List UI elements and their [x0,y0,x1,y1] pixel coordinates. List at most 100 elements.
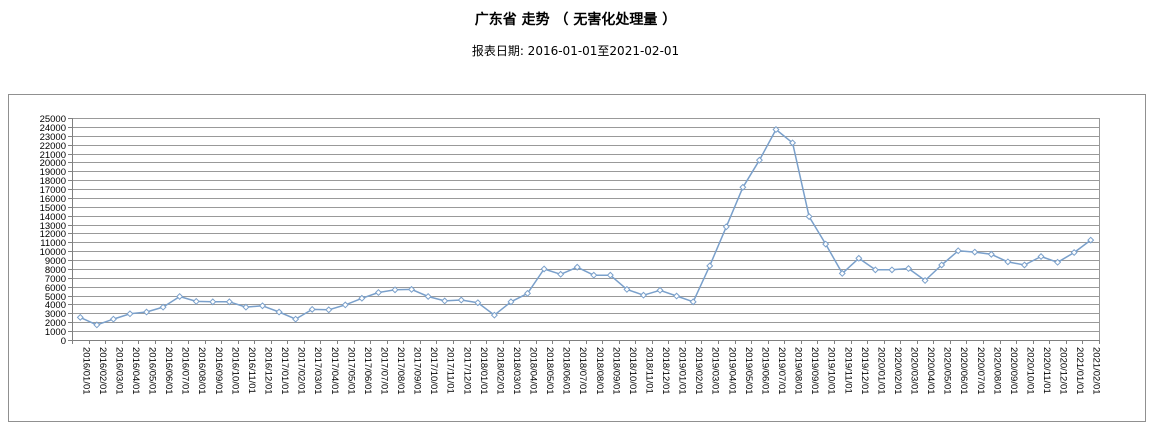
svg-text:14000: 14000 [40,212,66,223]
svg-text:2017/03/01: 2017/03/01 [312,347,323,395]
data-point-marker [490,311,498,319]
data-point-marker [242,303,250,311]
y-axis-labels: 0100020003000400050006000700080009000100… [40,114,66,347]
svg-text:2018/08/01: 2018/08/01 [594,347,605,395]
data-point-markers [76,126,1095,329]
svg-text:23000: 23000 [40,132,66,143]
data-point-marker [606,271,614,279]
data-point-marker [805,213,813,221]
y-gridlines [68,118,1099,341]
report-date-subtitle: 报表日期: 2016-01-01至2021-02-01 [471,44,680,58]
data-point-marker [1020,261,1028,269]
svg-text:2019/07/01: 2019/07/01 [776,347,787,395]
svg-text:2016/06/01: 2016/06/01 [163,347,174,395]
svg-text:2016/03/01: 2016/03/01 [113,347,124,395]
svg-text:2020/06/01: 2020/06/01 [958,347,969,395]
svg-text:2016/07/01: 2016/07/01 [180,347,191,395]
data-point-marker [1004,258,1012,266]
svg-text:2019/09/01: 2019/09/01 [809,347,820,395]
data-point-marker [888,266,896,274]
axes [72,118,1100,341]
svg-text:2016/08/01: 2016/08/01 [196,347,207,395]
svg-text:2017/09/01: 2017/09/01 [412,347,423,395]
svg-text:12000: 12000 [40,229,66,240]
page-title: 广东省 走势 （ 无害化处理量 ） [474,12,677,28]
data-point-marker [938,261,946,269]
svg-text:2020/02/01: 2020/02/01 [892,347,903,395]
svg-text:2018/06/01: 2018/06/01 [561,347,572,395]
svg-text:2018/10/01: 2018/10/01 [627,347,638,395]
svg-text:6000: 6000 [45,283,66,294]
data-point-marker [722,223,730,231]
svg-text:17000: 17000 [40,185,66,196]
svg-text:2017/10/01: 2017/10/01 [428,347,439,395]
svg-text:2000: 2000 [45,318,66,329]
data-point-marker [1037,253,1045,261]
data-point-marker [921,276,929,285]
svg-text:2019/04/01: 2019/04/01 [726,347,737,395]
svg-text:2016/05/01: 2016/05/01 [147,347,158,395]
svg-text:2018/09/01: 2018/09/01 [610,347,621,395]
data-point-marker [225,298,233,306]
svg-text:2018/03/01: 2018/03/01 [511,347,522,395]
data-point-marker [1070,249,1078,257]
data-point-marker [905,265,913,273]
data-point-marker [739,183,747,191]
svg-text:2016/02/01: 2016/02/01 [97,347,108,395]
data-point-marker [623,285,631,293]
svg-text:2016/11/01: 2016/11/01 [246,347,257,394]
data-point-marker [540,265,548,273]
svg-text:2020/03/01: 2020/03/01 [909,347,920,395]
svg-text:2019/02/01: 2019/02/01 [693,347,704,395]
chart-header: 广东省 走势 （ 无害化处理量 ） 报表日期: 2016-01-01至2021-… [0,0,1151,59]
chart-frame [8,94,1146,422]
svg-text:2017/12/01: 2017/12/01 [461,347,472,395]
data-point-marker [424,292,432,300]
svg-text:2017/06/01: 2017/06/01 [362,347,373,395]
svg-text:8000: 8000 [45,265,66,276]
data-point-marker [789,139,797,147]
data-point-marker [1054,258,1062,266]
data-point-marker [507,298,515,306]
data-point-marker [573,263,581,271]
svg-text:2020/11/01: 2020/11/01 [1041,347,1052,394]
svg-text:20000: 20000 [40,158,66,169]
svg-text:4000: 4000 [45,300,66,311]
data-point-marker [822,240,830,248]
svg-text:2020/08/01: 2020/08/01 [991,347,1002,395]
svg-text:2018/01/01: 2018/01/01 [478,347,489,395]
svg-text:10000: 10000 [40,247,66,258]
svg-text:2019/01/01: 2019/01/01 [677,347,688,395]
svg-text:2019/08/01: 2019/08/01 [793,347,804,395]
data-point-marker [192,297,200,305]
data-point-marker [391,286,399,294]
svg-text:2018/04/01: 2018/04/01 [528,347,539,395]
svg-text:3000: 3000 [45,309,66,320]
data-point-marker [838,269,846,277]
svg-text:2018/07/01: 2018/07/01 [577,347,588,395]
data-point-marker [772,126,780,134]
svg-text:2017/11/01: 2017/11/01 [445,347,456,394]
svg-text:24000: 24000 [40,123,66,134]
data-point-marker [971,248,979,256]
svg-text:2016/10/01: 2016/10/01 [229,347,240,395]
svg-text:2020/10/01: 2020/10/01 [1024,347,1035,395]
svg-text:2020/12/01: 2020/12/01 [1058,347,1069,395]
data-point-marker [755,156,763,164]
svg-text:2018/02/01: 2018/02/01 [494,347,505,395]
data-point-marker [292,315,300,323]
data-point-marker [93,321,101,329]
svg-text:2021/02/01: 2021/02/01 [1091,347,1102,395]
data-point-marker [987,250,995,258]
data-point-marker [408,285,416,293]
svg-text:2020/01/01: 2020/01/01 [875,347,886,395]
data-point-marker [1087,236,1095,244]
svg-text:9000: 9000 [45,256,66,267]
svg-text:2016/12/01: 2016/12/01 [262,347,273,395]
data-point-marker [258,302,266,310]
x-axis-labels: 2016/01/01 2016/02/01 2016/03/01 2016/04/01… [80,347,1101,395]
data-point-marker [374,288,382,296]
data-point-marker [673,292,681,300]
